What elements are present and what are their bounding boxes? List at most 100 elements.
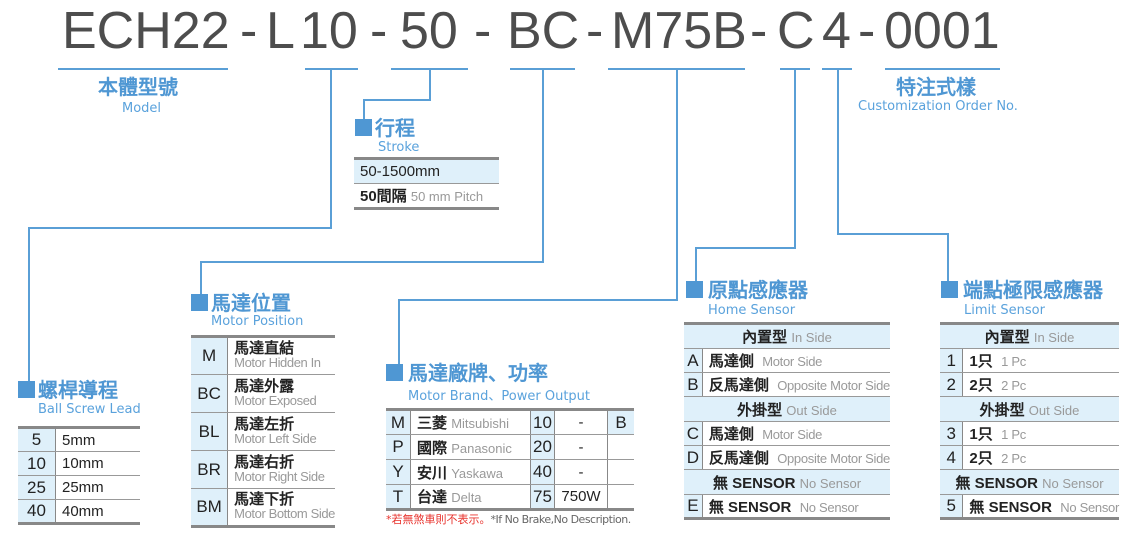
table-row: 4 2只 2 Pc [940,445,1119,470]
table-row: 外掛型 Out Side [684,396,890,422]
sensor-code: 5 [940,494,964,520]
sensor-desc: 1只 1 Pc [962,348,1119,373]
code-model: ECH22 [62,2,230,60]
table-row: BR 馬達右折 Motor Right Side [191,450,335,489]
power-value: - [554,434,608,460]
code-stroke: 50 [400,2,458,60]
lead-title: 螺桿導程 [38,378,118,402]
code-lead: 10 [300,2,358,60]
connector [794,69,796,249]
power-code: 20 [530,434,555,460]
home-table: 內置型 In Side A 馬達側 Motor Side B 反馬達側 Opposite… [684,322,890,520]
table-row: 1 1只 1 Pc [940,348,1119,373]
sensor-desc: 反馬達側 Opposite Motor Side [702,372,890,397]
sensor-desc: 馬達側 Motor Side [702,421,890,446]
position-code: BR [191,450,229,489]
sensor-code: B [684,372,703,397]
position-desc: 馬達直結 Motor Hidden In [227,335,335,375]
code-custom: 0001 [884,2,1000,60]
limit-table: 內置型 In Side 1 1只 1 Pc 2 2只 2 Pc 外掛型 Out Side 3… [940,322,1119,520]
table-row: 無 SENSOR No Sensor [940,469,1119,495]
table-row: Y 安川 Yaskawa 40- [386,459,634,485]
table-row: 3 1只 1 Pc [940,421,1119,446]
position-desc: 馬達左折 Motor Left Side [227,412,335,451]
table-row: 40 40mm [18,499,140,525]
code-dash: - [474,2,492,60]
model-title: 本體型號 [98,75,178,99]
connector [542,69,544,263]
custom-subtitle: Customization Order No. [858,99,1018,114]
table-row: M 三菱 Mitsubishi 10- B [386,408,634,435]
divider [885,68,1000,70]
connector [837,69,839,235]
brand-name: 國際 Panasonic [410,434,531,460]
position-desc: 馬達下折 Motor Bottom Side [227,488,335,528]
brake-empty [607,459,634,485]
position-desc: 馬達外露 Motor Exposed [227,374,335,413]
brake-code: B [607,408,634,435]
sensor-desc: 無 SENSOR No Sensor [702,494,890,520]
sensor-group-header: 無 SENSOR No Sensor [940,469,1119,495]
lead-code: 10 [18,451,56,476]
brand-name: 台達 Delta [410,484,531,511]
connector [200,261,544,263]
table-row: M 馬達直結 Motor Hidden In [191,335,335,375]
connector [330,69,332,229]
connector [363,99,431,101]
brand-title: 馬達廠牌、功率 [408,361,548,385]
lead-value: 40mm [55,499,140,525]
position-desc: 馬達右折 Motor Right Side [227,450,335,489]
code-dash: - [370,2,388,60]
lead-value: 25mm [55,475,140,500]
power-code: 75 [530,484,555,511]
sensor-desc: 無 SENSOR No Sensor [962,494,1119,520]
lead-subtitle: Ball Screw Lead [38,402,141,417]
code-brand: M75B [611,2,747,60]
sensor-code: 1 [940,348,964,373]
connector [398,299,400,364]
sensor-code: 2 [940,372,964,397]
lead-value: 5mm [55,426,140,452]
power-code: 40 [530,459,555,485]
limit-title: 端點極限感應器 [963,278,1103,302]
brand-subtitle: Motor Brand、Power Output [408,389,591,404]
connector [28,227,30,382]
home-title: 原點感應器 [708,278,808,302]
brand-code: T [386,484,411,511]
power-value: - [554,459,608,485]
sensor-code: D [684,445,703,470]
table-row: 5 5mm [18,426,140,452]
home-subtitle: Home Sensor [708,303,796,318]
code-l: L [266,2,295,60]
table-row: B 反馬達側 Opposite Motor Side [684,372,890,397]
position-title: 馬達位置 [211,291,291,315]
section-marker-icon [355,119,372,136]
sensor-code: E [684,494,703,520]
sensor-desc: 馬達側 Motor Side [702,348,890,373]
connector [837,233,949,235]
lead-table: 5 5mm 10 10mm 25 25mm 40 40mm [18,426,140,525]
table-row: 無 SENSOR No Sensor [684,469,890,495]
lead-code: 5 [18,426,56,452]
section-marker-icon [191,294,208,311]
table-row: 內置型 In Side [684,322,890,349]
table-row: 10 10mm [18,451,140,476]
connector [429,69,431,101]
limit-subtitle: Limit Sensor [964,303,1045,318]
brake-note: *若無煞車則不表示。*If No Brake,No Description. [386,513,631,526]
brand-code: Y [386,459,411,485]
power-value: - [554,408,608,435]
lead-code: 25 [18,475,56,500]
connector [200,261,202,295]
sensor-desc: 1只 1 Pc [962,421,1119,446]
power-code: 10 [530,408,555,435]
custom-title: 特注式樣 [896,75,976,99]
sensor-code: 3 [940,421,964,446]
sensor-group-header: 內置型 In Side [684,322,890,349]
position-code: BL [191,412,229,451]
code-dash: - [586,2,604,60]
connector [695,247,697,282]
sensor-code: 4 [940,445,964,470]
code-limit: 4 [822,2,851,60]
